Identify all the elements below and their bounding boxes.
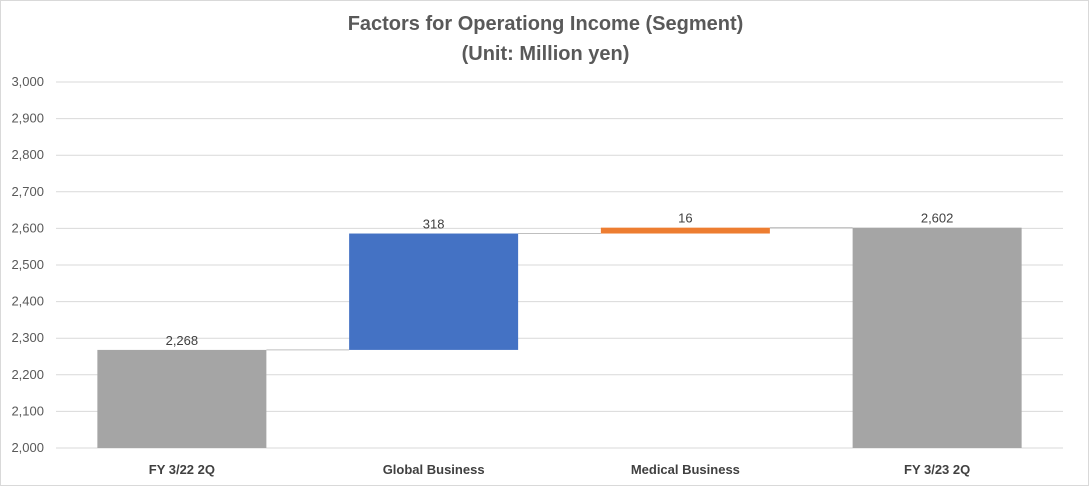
x-tick-label: FY 3/23 2Q [904, 462, 970, 477]
y-tick-label: 2,900 [11, 111, 44, 126]
bar-4 [852, 227, 1022, 448]
data-label: 2,602 [921, 211, 954, 226]
x-tick-label: FY 3/22 2Q [149, 462, 215, 477]
y-tick-label: 2,800 [11, 147, 44, 162]
data-label: 2,268 [166, 333, 199, 348]
bar-3 [600, 227, 770, 234]
x-tick-label: Medical Business [631, 462, 740, 477]
y-tick-label: 3,000 [11, 74, 44, 89]
y-tick-label: 2,100 [11, 403, 44, 418]
data-label: 318 [423, 217, 445, 232]
chart-title: Factors for Operationg Income (Segment) [347, 13, 744, 35]
y-tick-label: 2,700 [11, 184, 44, 199]
chart-subtitle: (Unit: Million yen) [461, 43, 630, 65]
y-tick-label: 2,200 [11, 367, 44, 382]
data-label: 16 [678, 211, 692, 226]
y-tick-label: 2,000 [11, 440, 44, 455]
y-tick-label: 2,400 [11, 294, 44, 309]
y-tick-label: 2,500 [11, 257, 44, 272]
y-tick-label: 2,600 [11, 220, 44, 235]
x-tick-label: Global Business [383, 462, 485, 477]
bar-1 [97, 349, 267, 448]
bar-2 [349, 233, 519, 350]
y-tick-label: 2,300 [11, 330, 44, 345]
